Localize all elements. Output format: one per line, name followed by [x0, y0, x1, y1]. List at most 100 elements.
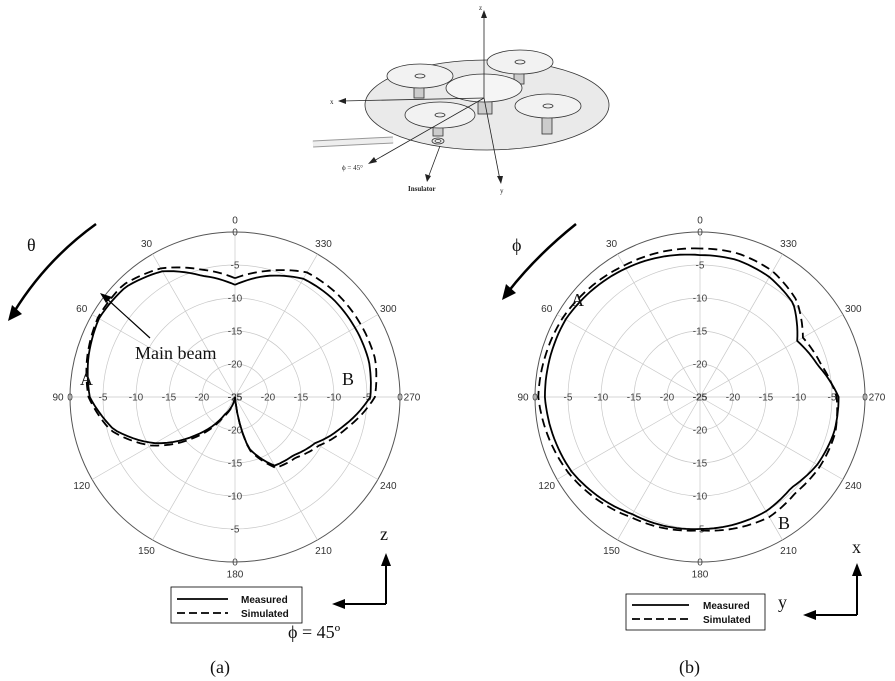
- panel-b-radial-tick: -20: [660, 393, 675, 404]
- panel-b-radial-tick: -10: [792, 393, 807, 404]
- panel-a-radial-tick: -20: [228, 426, 243, 437]
- panel-b-radial-tick: -5: [696, 261, 705, 272]
- panel-a-radial-tick: -5: [231, 525, 240, 536]
- panel-a-main-beam-arrow: [105, 297, 151, 339]
- panel-a-angle-tick: 150: [138, 546, 155, 557]
- panel-b-glyph-vertical: x: [852, 537, 861, 557]
- diagram-z-label: z: [479, 4, 482, 12]
- panel-a-radial-tick: -5: [231, 261, 240, 272]
- panel-b-radial-tick: 0: [532, 393, 538, 404]
- panel-a-angle-tick: 0: [232, 216, 238, 227]
- panel-b-radial-tick: -10: [693, 294, 708, 305]
- panel-b-radial-tick: -10: [594, 393, 609, 404]
- panel-b-grid-spoke: [617, 253, 701, 398]
- panel-b-radial-tick: -15: [627, 393, 642, 404]
- panel-a-grid-spoke: [234, 396, 379, 480]
- panel-a-angle-tick: 330: [315, 239, 332, 250]
- panel-a-angle-tick: 270: [404, 393, 421, 404]
- panel-a-radial-tick: -10: [327, 393, 342, 404]
- panel-b-angle-tick: 90: [517, 393, 529, 404]
- panel-b-angle-tick: 210: [780, 546, 797, 557]
- panel-a-grid-spoke: [234, 396, 318, 541]
- panel-a-legend-label-simulated: Simulated: [241, 609, 289, 620]
- panel-b-angle-tick: 300: [845, 304, 862, 315]
- panel-a-radial-tick: 0: [397, 393, 403, 404]
- panel-b-radial-tick: -25: [693, 393, 708, 404]
- panel-b-angle-tick: 330: [780, 239, 797, 250]
- panel-a-radial-tick: -20: [228, 360, 243, 371]
- panel-a-angle-tick: 300: [380, 304, 397, 315]
- panel-a-radial-tick: -20: [195, 393, 210, 404]
- panel-b-sweep-symbol: ϕ: [512, 235, 521, 255]
- panel-a-radial-tick: 0: [232, 228, 238, 239]
- patch-right-back: [486, 49, 554, 75]
- panel-b-angle-tick: 180: [692, 570, 709, 581]
- x-axis-line: [341, 97, 485, 102]
- patch-left: [386, 63, 454, 89]
- panel-b-radial-tick: -15: [759, 393, 774, 404]
- panel-b-radial-tick: 0: [697, 228, 703, 239]
- y-axis-arrowhead: [497, 176, 503, 184]
- panel-b-angle-tick: 60: [541, 304, 553, 315]
- panel-a-glyph-horizontal-arrowhead: [332, 599, 345, 609]
- panel-a-angle-tick: 120: [73, 481, 90, 492]
- panel-a-legend-box: [170, 586, 303, 624]
- panel-b-glyph-horizontal-arrowhead: [803, 610, 816, 620]
- panel-b-radial-tick: -20: [726, 393, 741, 404]
- panel-a-radial-tick: -5: [363, 393, 372, 404]
- panel-a-angle-tick: 60: [76, 304, 88, 315]
- panel-b-angle-tick: 150: [603, 546, 620, 557]
- z-axis-arrowhead: [481, 10, 487, 18]
- panel-b-angle-tick: 270: [869, 393, 886, 404]
- panel-b-sweep-arrow: [507, 223, 577, 293]
- panel-b-radial-tick: -25: [693, 393, 708, 404]
- panel-b-angle-tick: 120: [538, 481, 555, 492]
- phi-direction-line: [371, 97, 485, 163]
- panel-b-radial-tick: -15: [693, 327, 708, 338]
- panel-a-radial-tick: -15: [228, 327, 243, 338]
- panel-a-point-b: B: [342, 369, 354, 389]
- panel-a-angle-tick: 90: [52, 393, 64, 404]
- phi-direction-arrowhead: [368, 157, 377, 164]
- patch-front: [404, 101, 476, 129]
- panel-b-glyph-vertical-arrowhead: [852, 563, 862, 576]
- panel-b-glyph-horizontal-label: y: [778, 592, 787, 612]
- panel-a-angle-tick: 30: [141, 239, 153, 250]
- panel-b-point-b: B: [778, 513, 790, 533]
- panel-a-grid-spoke: [91, 314, 236, 398]
- panel-a-glyph-horizontal-label: ϕ = 45º: [288, 622, 341, 642]
- panel-a-radial-tick: -10: [228, 492, 243, 503]
- panel-a-sweep-arrowhead: [8, 305, 22, 321]
- panel-a-radial-tick: 0: [67, 393, 73, 404]
- diagram-y-label: y: [500, 187, 504, 195]
- panel-b-grid-spoke: [556, 396, 701, 480]
- panel-a-grid-spoke: [152, 253, 236, 398]
- panel-b-radial-tick: -5: [564, 393, 573, 404]
- patch-right-front: [514, 93, 582, 119]
- diagram-x-label: x: [330, 98, 334, 106]
- panel-a-legend: Measured Simulated: [170, 586, 303, 624]
- panel-b-series-measured: [543, 253, 840, 530]
- panel-b-point-a: A: [571, 290, 584, 310]
- panel-b-radial-tick: 0: [697, 558, 703, 569]
- panel-b-radial-tick: -15: [693, 459, 708, 470]
- panel-a-glyph-vertical-arrowhead: [381, 553, 391, 566]
- panel-b-radial-tick: -5: [828, 393, 837, 404]
- insulator-pointer-arrowhead: [425, 174, 431, 182]
- panel-b-radial-tick: -25: [693, 393, 708, 404]
- panel-b-radial-tick: -20: [693, 360, 708, 371]
- panel-b-angle-tick: 0: [697, 216, 703, 227]
- panel-b-grid-spoke: [699, 396, 844, 480]
- panel-b-radial-tick: -20: [693, 426, 708, 437]
- panel-b-legend-box: [625, 593, 766, 631]
- x-axis-arrowhead: [338, 98, 346, 104]
- panel-a-angle-tick: 180: [227, 570, 244, 581]
- panel-a-main-beam-arrowhead: [100, 293, 112, 303]
- panel-b-radial-tick: -5: [696, 525, 705, 536]
- insulator-ring-inner: [434, 139, 442, 143]
- panel-a-main-beam-label: Main beam: [135, 343, 216, 363]
- panel-b-grid-spoke: [699, 253, 783, 398]
- panel-a-radial-tick: -15: [228, 459, 243, 470]
- antenna-diagram: [312, 10, 610, 184]
